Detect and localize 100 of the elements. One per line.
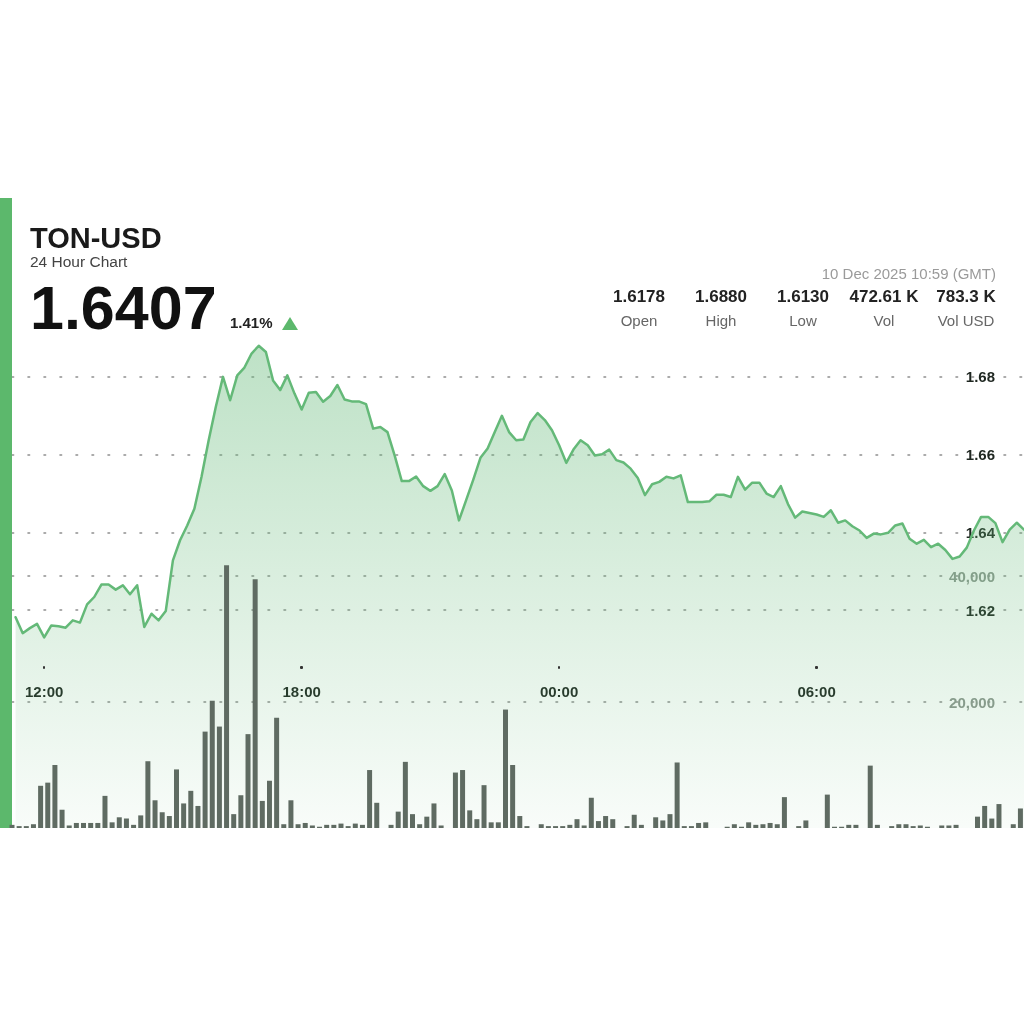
bar xyxy=(660,820,666,828)
annotation: Open xyxy=(620,312,658,330)
bar xyxy=(109,822,115,828)
bar xyxy=(867,765,873,828)
bar xyxy=(460,770,466,828)
bar xyxy=(696,822,702,828)
bar xyxy=(595,821,601,828)
bar xyxy=(73,822,79,828)
bar xyxy=(281,824,287,828)
annotation: 783.3 K xyxy=(936,287,996,307)
bar xyxy=(188,790,194,828)
bar xyxy=(753,824,759,828)
bar xyxy=(431,803,437,828)
bar xyxy=(9,824,15,828)
x-tick-label: 18:00 xyxy=(282,683,321,700)
bar xyxy=(452,772,458,828)
bar xyxy=(903,824,909,828)
bar xyxy=(488,822,494,828)
bar xyxy=(603,816,609,828)
bar xyxy=(224,565,230,828)
y2-tick-label: 20,000 xyxy=(949,693,995,711)
bar xyxy=(295,824,301,828)
bar xyxy=(367,770,373,828)
bar xyxy=(81,822,87,828)
bar xyxy=(1010,824,1016,828)
bar xyxy=(410,814,416,828)
bar xyxy=(731,824,737,828)
bar xyxy=(402,761,408,828)
bar xyxy=(481,785,487,828)
annotation: 1.6407 xyxy=(30,272,217,344)
bar xyxy=(939,825,945,828)
bar xyxy=(846,824,852,828)
bar xyxy=(588,797,594,828)
bar xyxy=(1017,808,1023,828)
bar xyxy=(760,824,766,828)
bar xyxy=(388,824,394,828)
bar xyxy=(252,579,258,828)
bar xyxy=(138,815,144,828)
bar xyxy=(438,825,444,828)
y-tick-label: 1.66 xyxy=(965,446,995,464)
bar xyxy=(746,822,752,828)
bar xyxy=(946,825,952,828)
bar xyxy=(638,824,644,828)
bar xyxy=(88,822,94,828)
bar xyxy=(202,731,208,828)
bar xyxy=(95,822,101,828)
bar xyxy=(331,824,337,828)
bar xyxy=(309,825,315,828)
annotation: 472.61 K xyxy=(849,287,919,307)
bar xyxy=(667,814,673,828)
bar xyxy=(495,822,501,828)
bar xyxy=(195,805,201,828)
annotation: 1.6130 xyxy=(777,287,829,307)
bar xyxy=(231,814,237,828)
bar xyxy=(674,762,680,828)
bar xyxy=(245,734,251,828)
annotation: 1.6880 xyxy=(695,287,747,307)
bar xyxy=(259,800,265,828)
bar xyxy=(896,824,902,828)
bar xyxy=(502,709,508,828)
x-tick-label: 12:00 xyxy=(25,683,64,700)
bar xyxy=(917,825,923,828)
bar xyxy=(510,765,516,828)
bar xyxy=(567,824,573,828)
bar xyxy=(824,794,830,828)
y-tick-label: 1.62 xyxy=(965,601,995,619)
bar xyxy=(216,726,222,828)
annotation: 1.41% xyxy=(230,314,273,332)
bar xyxy=(574,819,580,828)
bar xyxy=(996,804,1002,828)
bar xyxy=(38,785,44,828)
bar xyxy=(767,822,773,828)
bar xyxy=(781,797,787,828)
bar xyxy=(45,782,51,828)
bar xyxy=(166,816,172,828)
bar xyxy=(288,800,294,828)
bar xyxy=(982,805,988,828)
bar xyxy=(116,817,122,828)
bar xyxy=(610,819,616,828)
bar xyxy=(874,824,880,828)
bar xyxy=(538,824,544,828)
bar xyxy=(324,824,330,828)
bar xyxy=(102,795,108,828)
annotation: High xyxy=(705,312,737,330)
bar xyxy=(274,717,280,828)
bar xyxy=(209,700,215,828)
bar xyxy=(774,824,780,828)
bar xyxy=(853,824,859,828)
bar xyxy=(374,802,380,828)
annotation: 10 Dec 2025 10:59 (GMT) xyxy=(821,265,996,283)
bar xyxy=(975,816,981,828)
annotation: 1.6178 xyxy=(613,287,665,307)
bar xyxy=(395,811,401,828)
bar xyxy=(424,816,430,828)
bar xyxy=(359,824,365,828)
text: 24 Hour Chart xyxy=(30,253,128,271)
annotation: Vol xyxy=(873,312,895,330)
bar xyxy=(989,818,995,828)
bar xyxy=(581,825,587,828)
bar xyxy=(474,819,480,828)
